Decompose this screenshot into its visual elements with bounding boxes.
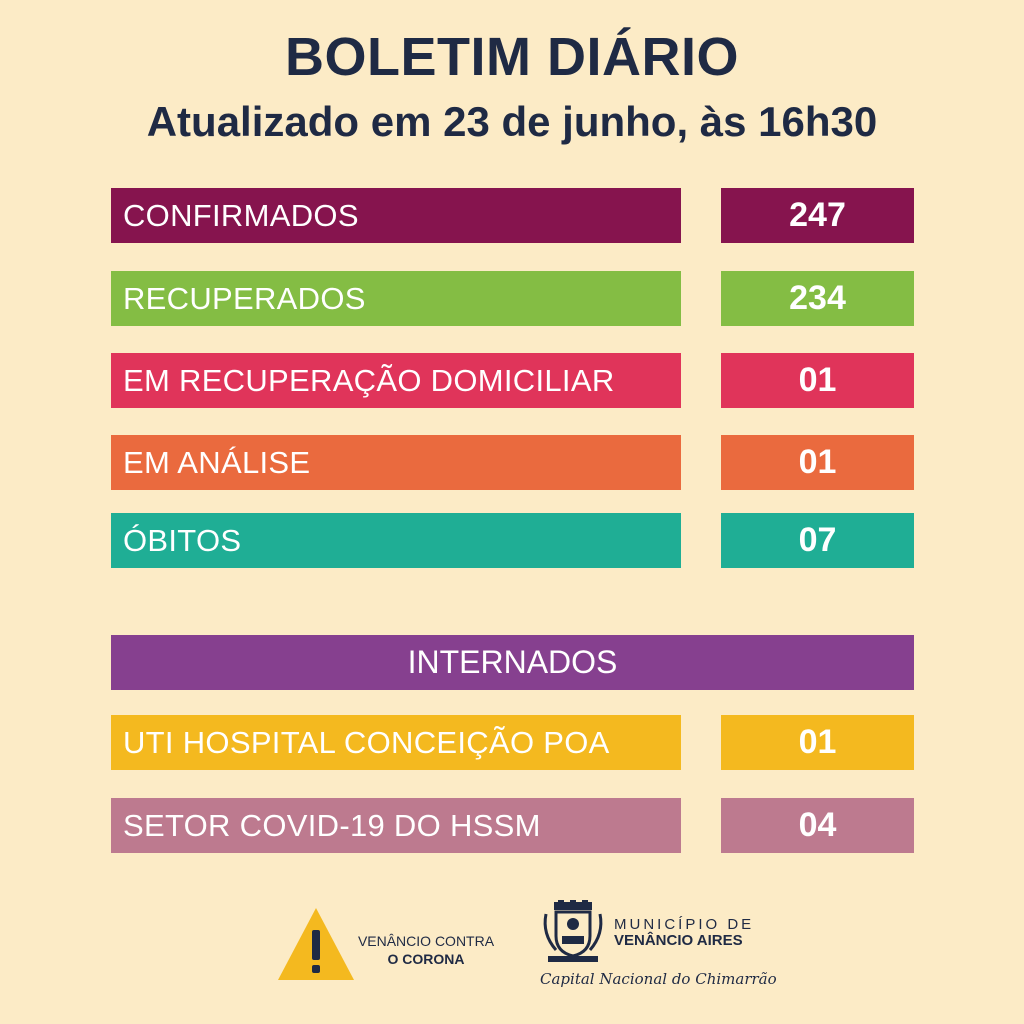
page-title: BOLETIM DIÁRIO bbox=[285, 27, 739, 87]
row-setor-covid-value: 04 bbox=[721, 798, 914, 853]
campaign-line-1: VENÂNCIO CONTRA bbox=[357, 933, 495, 949]
row-em-recuperacao-value: 01 bbox=[721, 353, 914, 408]
coat-of-arms-icon bbox=[543, 900, 603, 962]
municipality-label: MUNICÍPIO DE bbox=[614, 916, 755, 933]
internados-header: INTERNADOS bbox=[111, 635, 914, 690]
row-confirmados-label: CONFIRMADOS bbox=[111, 188, 681, 243]
campaign-badge: VENÂNCIO CONTRA O CORONA bbox=[276, 900, 496, 1010]
warning-triangle-icon bbox=[278, 908, 354, 980]
row-em-recuperacao-label: EM RECUPERAÇÃO DOMICILIAR bbox=[111, 353, 681, 408]
campaign-line-2: O CORONA bbox=[387, 951, 465, 967]
municipality-logo: MUNICÍPIO DE VENÂNCIO AIRES Capital Naci… bbox=[540, 900, 777, 1010]
row-em-analise-label: EM ANÁLISE bbox=[111, 435, 681, 490]
page-subtitle: Atualizado em 23 de junho, às 16h30 bbox=[146, 98, 878, 145]
row-recuperados-label: RECUPERADOS bbox=[111, 271, 681, 326]
municipality-name: VENÂNCIO AIRES bbox=[614, 932, 743, 949]
row-uti-value: 01 bbox=[721, 715, 914, 770]
row-em-analise-value: 01 bbox=[721, 435, 914, 490]
campaign-text: VENÂNCIO CONTRA O CORONA bbox=[356, 932, 496, 968]
municipality-slogan: Capital Nacional do Chimarrão bbox=[540, 970, 777, 988]
row-recuperados-value: 234 bbox=[721, 271, 914, 326]
row-setor-covid-label: SETOR COVID-19 DO HSSM bbox=[111, 798, 681, 853]
row-confirmados-value: 247 bbox=[721, 188, 914, 243]
row-uti-label: UTI HOSPITAL CONCEIÇÃO POA bbox=[111, 715, 681, 770]
row-obitos-label: ÓBITOS bbox=[111, 513, 681, 568]
row-obitos-value: 07 bbox=[721, 513, 914, 568]
